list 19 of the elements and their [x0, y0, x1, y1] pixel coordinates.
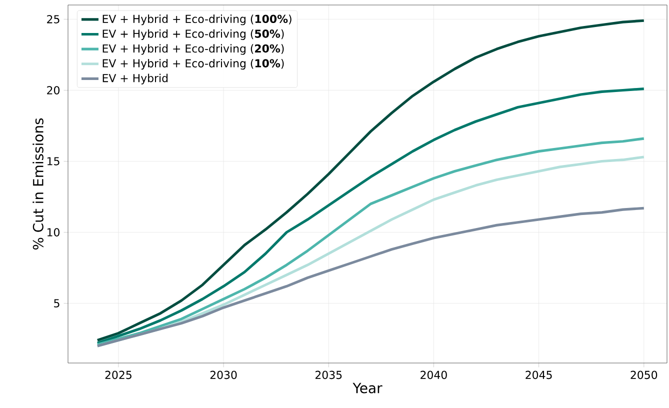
- legend-label: EV + Hybrid: [102, 74, 168, 84]
- x-tick-label: 2040: [420, 370, 447, 380]
- x-tick-label: 2050: [630, 370, 658, 380]
- y-tick-label: 5: [54, 299, 60, 308]
- x-tick-label: 2030: [210, 370, 237, 380]
- line-series: [96, 206, 646, 348]
- y-tick-label: 25: [47, 15, 60, 24]
- y-tick-label: 20: [47, 86, 60, 94]
- x-tick-label: 2035: [315, 370, 342, 380]
- y-axis-title: % Cut in Emissions: [32, 118, 44, 250]
- legend-label: EV + Hybrid + Eco-driving (50%): [102, 29, 284, 40]
- x-axis-title: Year: [352, 382, 382, 394]
- legend-label: EV + Hybrid + Eco-driving (20%): [102, 44, 284, 55]
- x-tick-label: 2045: [526, 370, 552, 380]
- legend-label: EV + Hybrid + Eco-driving (100%): [102, 14, 292, 26]
- legend-label: EV + Hybrid + Eco-driving (10%): [102, 58, 284, 70]
- x-tick-label: 2025: [105, 370, 132, 380]
- y-tick-label: 10: [47, 228, 60, 236]
- y-tick-label: 15: [47, 157, 60, 166]
